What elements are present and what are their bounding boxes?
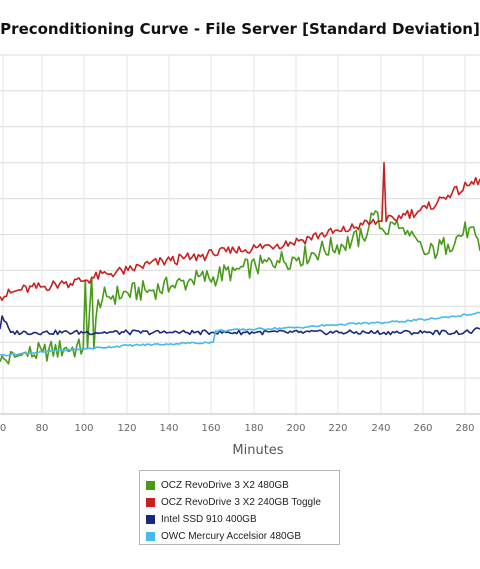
x-axis-title: Minutes [232,443,283,458]
x-tick-label: 200 [286,423,305,434]
legend: OCZ RevoDrive 3 X2 480GB OCZ RevoDrive 3 … [139,470,340,545]
x-tick-label: 0 [0,423,6,434]
legend-item: OCZ RevoDrive 3 X2 480GB [146,477,339,494]
legend-swatch [146,515,155,524]
legend-label: OCZ RevoDrive 3 X2 480GB [161,480,289,491]
legend-item: Intel SSD 910 400GB [146,511,339,528]
legend-label: Intel SSD 910 400GB [161,514,257,525]
legend-label: OWC Mercury Accelsior 480GB [161,531,302,542]
x-tick-label: 100 [74,423,93,434]
series-line [0,311,480,357]
series-line [0,161,480,302]
x-tick-label: 140 [159,423,178,434]
grid [0,54,480,415]
legend-item: OCZ RevoDrive 3 X2 240GB Toggle [146,494,339,511]
x-tick-label: 280 [455,423,474,434]
series-line [0,210,480,365]
x-tick-label: 260 [413,423,432,434]
x-tick-label: 120 [117,423,136,434]
legend-swatch [146,481,155,490]
legend-swatch [146,532,155,541]
legend-item: OWC Mercury Accelsior 480GB [146,528,339,545]
legend-label: OCZ RevoDrive 3 X2 240GB Toggle [161,497,321,508]
chart-title: Preconditioning Curve - File Server [Sta… [0,20,480,38]
x-tick-label: 220 [328,423,347,434]
x-tick-label: 240 [371,423,390,434]
legend-swatch [146,498,155,507]
series-lines [0,161,480,365]
x-tick-labels: 0 80 100 120 140 160 180 200 220 240 260 280 [0,423,475,434]
x-tick-label: 80 [36,423,49,434]
x-tick-label: 180 [244,423,263,434]
x-tick-label: 160 [201,423,220,434]
series-line [0,315,480,336]
